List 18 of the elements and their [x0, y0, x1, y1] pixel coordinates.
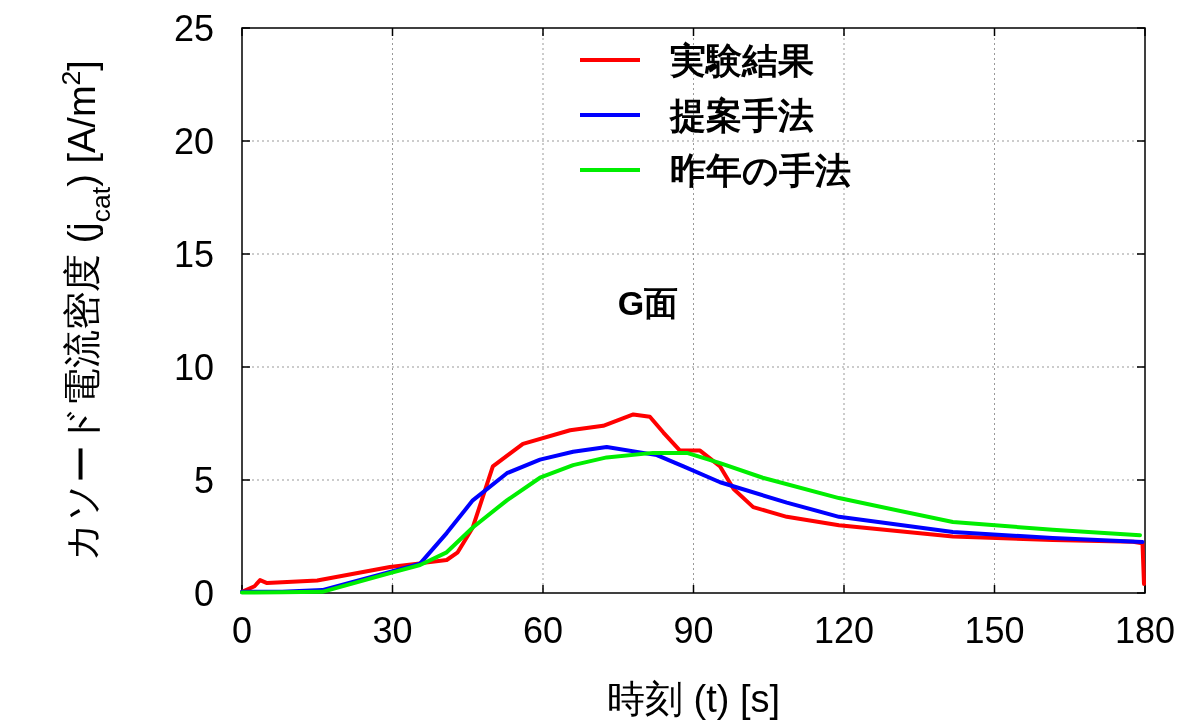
- y-tick-label: 15: [173, 234, 214, 275]
- x-tick-label: 60: [522, 610, 564, 651]
- y-tick-label: 25: [173, 8, 214, 49]
- y-tick-label: 20: [173, 121, 214, 162]
- y-tick-label: 10: [173, 347, 214, 388]
- x-tick-label: 150: [964, 610, 1025, 651]
- legend-label: 昨年の手法: [670, 150, 851, 191]
- x-tick-label: 90: [673, 610, 714, 651]
- x-tick-label: 180: [1114, 610, 1176, 651]
- y-tick-label: 0: [193, 573, 214, 614]
- text: G面: [617, 284, 679, 322]
- y-tick-label: 5: [193, 460, 214, 501]
- x-tick-label: 30: [372, 610, 413, 651]
- legend-label: 実験結果: [669, 40, 814, 81]
- x-tick-label: 120: [813, 610, 875, 651]
- x-axis-title: 時刻 (t) [s]: [606, 678, 781, 720]
- legend-label: 提案手法: [669, 95, 814, 136]
- x-tick-label: 0: [231, 610, 253, 651]
